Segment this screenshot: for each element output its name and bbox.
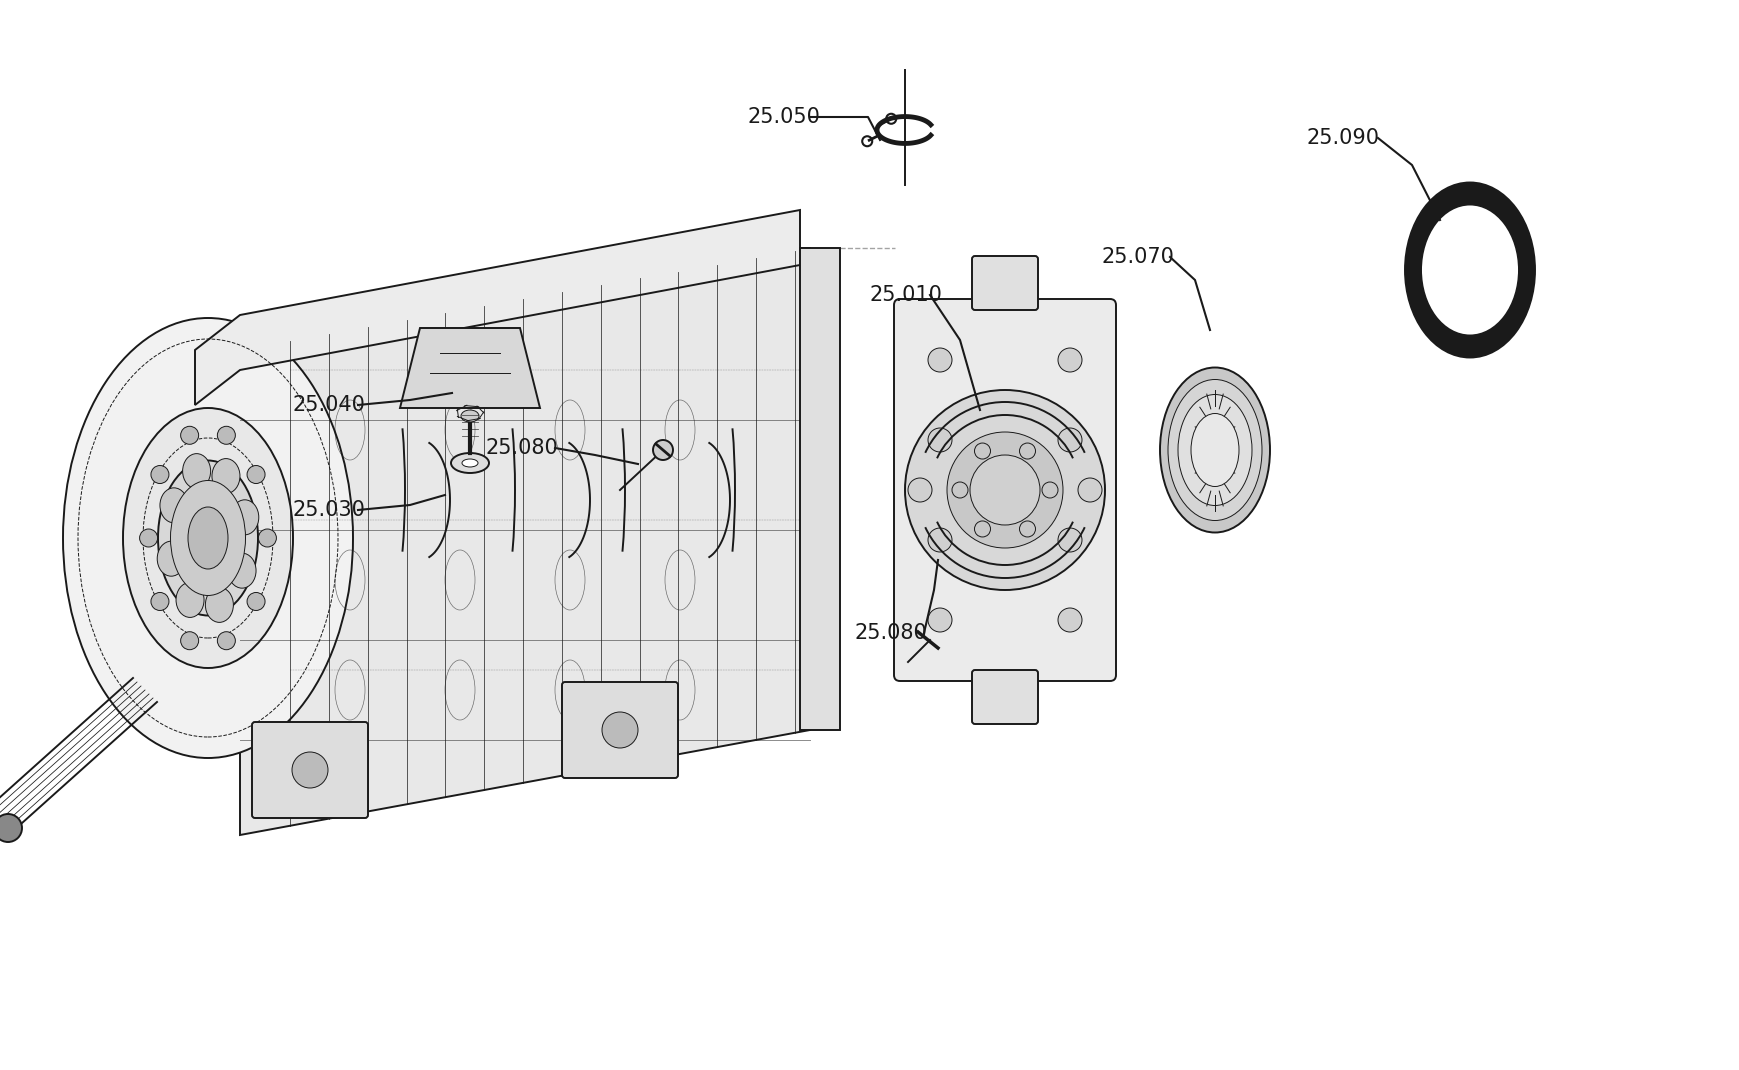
Ellipse shape bbox=[1177, 395, 1252, 505]
Ellipse shape bbox=[181, 426, 198, 444]
Text: 25.070: 25.070 bbox=[1101, 247, 1174, 268]
Ellipse shape bbox=[1160, 367, 1269, 533]
Circle shape bbox=[904, 389, 1104, 590]
Circle shape bbox=[946, 432, 1063, 548]
Ellipse shape bbox=[450, 453, 489, 473]
Ellipse shape bbox=[151, 593, 169, 611]
Ellipse shape bbox=[123, 408, 292, 668]
Ellipse shape bbox=[247, 465, 264, 484]
FancyBboxPatch shape bbox=[252, 722, 367, 817]
Ellipse shape bbox=[217, 426, 235, 444]
Circle shape bbox=[1057, 348, 1082, 372]
Ellipse shape bbox=[170, 480, 245, 596]
Ellipse shape bbox=[247, 593, 264, 611]
Text: 25.080: 25.080 bbox=[485, 438, 558, 458]
Circle shape bbox=[927, 528, 951, 552]
Circle shape bbox=[969, 455, 1040, 525]
Polygon shape bbox=[195, 210, 800, 406]
Text: 25.050: 25.050 bbox=[748, 107, 821, 127]
Ellipse shape bbox=[139, 529, 158, 547]
Ellipse shape bbox=[205, 587, 233, 623]
Polygon shape bbox=[240, 248, 810, 835]
Ellipse shape bbox=[181, 631, 198, 649]
Circle shape bbox=[927, 608, 951, 632]
Ellipse shape bbox=[1167, 380, 1261, 520]
Circle shape bbox=[1057, 608, 1082, 632]
Circle shape bbox=[927, 428, 951, 452]
Circle shape bbox=[292, 752, 329, 788]
Ellipse shape bbox=[183, 454, 210, 489]
Ellipse shape bbox=[1403, 183, 1534, 357]
FancyBboxPatch shape bbox=[972, 670, 1038, 724]
Polygon shape bbox=[800, 248, 840, 730]
Ellipse shape bbox=[157, 541, 184, 576]
Ellipse shape bbox=[151, 465, 169, 484]
Text: 25.080: 25.080 bbox=[854, 623, 927, 643]
Ellipse shape bbox=[463, 459, 478, 467]
Ellipse shape bbox=[461, 410, 478, 422]
Ellipse shape bbox=[1189, 413, 1238, 487]
Text: 25.030: 25.030 bbox=[292, 500, 365, 520]
Ellipse shape bbox=[217, 631, 235, 649]
FancyBboxPatch shape bbox=[562, 682, 678, 778]
Ellipse shape bbox=[259, 529, 277, 547]
Ellipse shape bbox=[160, 488, 188, 523]
Circle shape bbox=[602, 712, 638, 748]
Ellipse shape bbox=[212, 459, 240, 493]
Text: 25.010: 25.010 bbox=[870, 285, 943, 305]
Circle shape bbox=[908, 478, 932, 502]
Circle shape bbox=[1078, 478, 1101, 502]
Ellipse shape bbox=[231, 500, 259, 535]
Circle shape bbox=[927, 348, 951, 372]
Ellipse shape bbox=[158, 460, 257, 615]
FancyBboxPatch shape bbox=[894, 299, 1115, 681]
Text: 25.090: 25.090 bbox=[1306, 128, 1379, 148]
Polygon shape bbox=[400, 328, 539, 408]
Ellipse shape bbox=[63, 318, 353, 758]
Ellipse shape bbox=[1421, 204, 1518, 336]
Circle shape bbox=[1057, 528, 1082, 552]
Ellipse shape bbox=[228, 553, 256, 589]
Ellipse shape bbox=[0, 814, 23, 842]
Circle shape bbox=[1057, 428, 1082, 452]
FancyBboxPatch shape bbox=[972, 256, 1038, 310]
Text: 25.040: 25.040 bbox=[292, 395, 365, 415]
Circle shape bbox=[652, 440, 673, 460]
Ellipse shape bbox=[176, 582, 203, 617]
Ellipse shape bbox=[188, 507, 228, 569]
